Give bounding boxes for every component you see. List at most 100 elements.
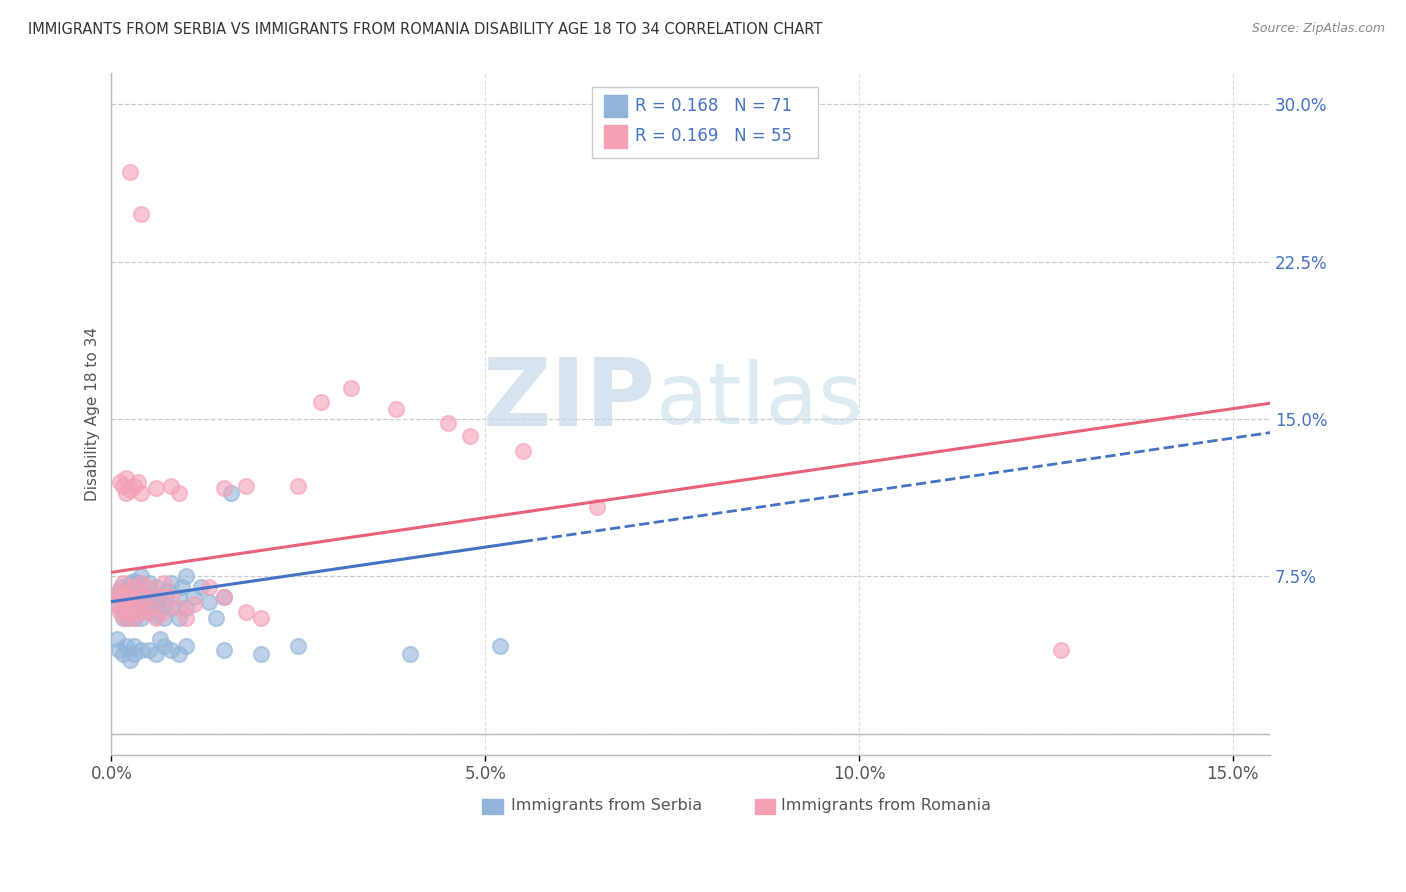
Point: [108, 591, 131, 605]
Point: [145, 481, 167, 495]
Point: [1050, 643, 1073, 657]
Point: [117, 605, 139, 619]
Point: [160, 479, 183, 493]
Point: [138, 643, 160, 657]
Point: [167, 601, 190, 615]
Point: [105, 597, 128, 611]
Point: [120, 483, 142, 498]
Point: [115, 584, 138, 599]
Point: [121, 591, 143, 605]
Point: [152, 639, 174, 653]
Point: [205, 611, 228, 625]
Point: [122, 605, 145, 619]
Point: [122, 574, 145, 588]
Point: [131, 643, 153, 657]
Point: [586, 500, 609, 515]
Point: [114, 601, 136, 615]
Point: [197, 580, 219, 594]
Point: [145, 580, 167, 594]
Point: [131, 569, 153, 583]
Point: [131, 575, 153, 590]
Point: [250, 611, 273, 625]
Y-axis label: Disability Age 18 to 34: Disability Age 18 to 34: [86, 326, 100, 501]
Point: [115, 601, 138, 615]
Point: [219, 485, 242, 500]
Point: [172, 580, 194, 594]
Point: [110, 605, 132, 619]
Point: [134, 601, 156, 615]
Point: [127, 605, 149, 619]
Point: [120, 605, 142, 619]
Point: [111, 479, 134, 493]
Point: [111, 575, 134, 590]
Point: [138, 601, 160, 615]
Point: [235, 479, 257, 493]
Point: [134, 605, 156, 619]
Point: [115, 595, 138, 609]
Point: [131, 206, 153, 220]
Point: [115, 588, 138, 602]
Point: [127, 475, 149, 489]
Text: atlas: atlas: [657, 359, 865, 442]
Point: [160, 643, 183, 657]
Text: ZIP: ZIP: [484, 354, 657, 446]
Point: [183, 591, 205, 605]
Text: Source: ZipAtlas.com: Source: ZipAtlas.com: [1251, 22, 1385, 36]
Point: [212, 643, 235, 657]
Point: [114, 611, 136, 625]
Bar: [605, 95, 627, 118]
Point: [167, 647, 190, 661]
Point: [212, 591, 235, 605]
Point: [138, 591, 160, 605]
Point: [122, 586, 145, 600]
Point: [127, 575, 149, 590]
Point: [122, 597, 145, 611]
Text: Immigrants from Serbia: Immigrants from Serbia: [512, 798, 703, 814]
Point: [131, 485, 153, 500]
Bar: [482, 799, 503, 814]
Point: [122, 611, 145, 625]
Bar: [605, 126, 627, 148]
Point: [512, 443, 534, 458]
Point: [108, 591, 131, 605]
Point: [124, 611, 146, 625]
Point: [117, 580, 139, 594]
Point: [141, 595, 163, 609]
Point: [145, 591, 167, 605]
Text: Immigrants from Romania: Immigrants from Romania: [782, 798, 991, 814]
Point: [489, 639, 512, 653]
Point: [160, 591, 183, 605]
Point: [235, 605, 257, 619]
Point: [131, 611, 153, 625]
Point: [120, 164, 142, 178]
Point: [190, 580, 212, 594]
Point: [111, 611, 134, 625]
Point: [145, 647, 167, 661]
Point: [287, 479, 309, 493]
Point: [174, 611, 197, 625]
Point: [250, 647, 273, 661]
Point: [112, 605, 135, 619]
Point: [167, 485, 190, 500]
Point: [117, 611, 139, 625]
Point: [287, 639, 309, 653]
Point: [131, 597, 153, 611]
Point: [131, 584, 153, 599]
Point: [167, 591, 190, 605]
Point: [110, 580, 132, 594]
Point: [149, 588, 172, 602]
Bar: [755, 799, 776, 814]
Point: [105, 632, 128, 647]
Point: [152, 575, 174, 590]
Point: [115, 601, 138, 615]
Point: [138, 580, 160, 594]
Point: [183, 597, 205, 611]
Point: [212, 481, 235, 495]
Point: [174, 601, 197, 615]
Point: [105, 597, 128, 611]
Point: [111, 647, 134, 661]
Point: [174, 569, 197, 583]
Point: [122, 580, 145, 594]
Point: [120, 575, 142, 590]
Point: [399, 647, 422, 661]
